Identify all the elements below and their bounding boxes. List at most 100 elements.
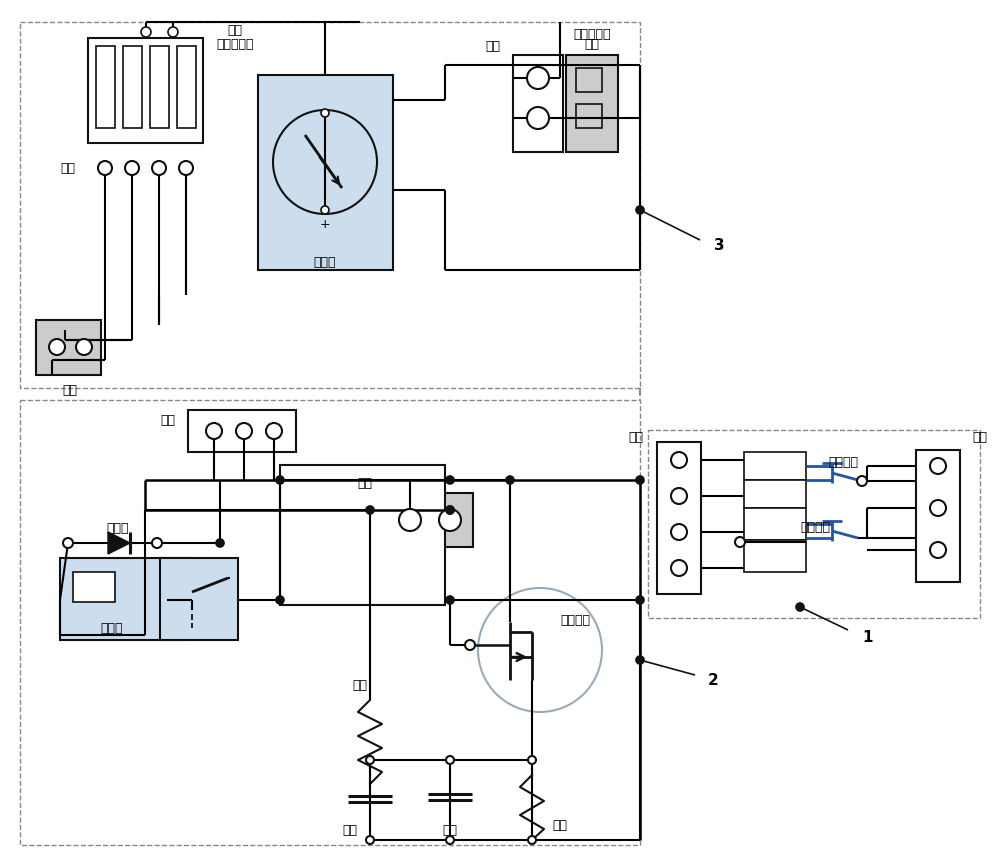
Circle shape bbox=[636, 476, 644, 484]
Circle shape bbox=[321, 206, 329, 214]
Bar bbox=[123, 46, 142, 128]
Circle shape bbox=[206, 423, 222, 439]
Text: 插座: 插座 bbox=[62, 383, 78, 396]
Text: 电雷管: 电雷管 bbox=[314, 255, 336, 268]
Circle shape bbox=[273, 110, 377, 214]
Circle shape bbox=[506, 476, 514, 484]
Text: 二极管: 二极管 bbox=[107, 521, 129, 534]
Circle shape bbox=[179, 161, 193, 175]
Circle shape bbox=[446, 506, 454, 514]
Bar bbox=[188, 410, 296, 452]
Text: 电容: 电容 bbox=[442, 823, 458, 836]
Bar bbox=[576, 68, 602, 92]
Circle shape bbox=[528, 756, 536, 764]
Bar bbox=[150, 46, 169, 128]
Bar bbox=[60, 558, 188, 640]
Text: 线缆: 线缆 bbox=[584, 37, 600, 51]
Circle shape bbox=[671, 560, 687, 576]
Bar bbox=[657, 442, 701, 594]
Circle shape bbox=[671, 452, 687, 468]
Circle shape bbox=[796, 603, 804, 611]
Text: 插座: 插座 bbox=[357, 476, 372, 489]
Bar bbox=[566, 55, 618, 152]
Text: （带插头）: （带插头） bbox=[216, 37, 254, 51]
Circle shape bbox=[446, 836, 454, 844]
Circle shape bbox=[98, 161, 112, 175]
Circle shape bbox=[366, 756, 374, 764]
Text: 插座: 插座 bbox=[160, 413, 175, 426]
Circle shape bbox=[236, 423, 252, 439]
Circle shape bbox=[321, 109, 329, 117]
Text: 电阻: 电阻 bbox=[352, 678, 368, 691]
Text: 2: 2 bbox=[708, 672, 719, 688]
Circle shape bbox=[276, 596, 284, 604]
Circle shape bbox=[366, 506, 374, 514]
Bar bbox=[20, 22, 640, 388]
Circle shape bbox=[930, 542, 946, 558]
Bar bbox=[576, 104, 602, 128]
Circle shape bbox=[125, 161, 139, 175]
Circle shape bbox=[152, 538, 162, 548]
Bar bbox=[20, 400, 640, 845]
Circle shape bbox=[930, 500, 946, 516]
Bar bbox=[88, 38, 203, 143]
Circle shape bbox=[266, 423, 282, 439]
Text: 继电器: 继电器 bbox=[101, 621, 123, 634]
Text: 场效应管: 场效应管 bbox=[560, 614, 590, 627]
Bar bbox=[744, 540, 806, 572]
Polygon shape bbox=[108, 532, 130, 554]
Circle shape bbox=[446, 596, 454, 604]
Circle shape bbox=[857, 476, 867, 486]
Circle shape bbox=[446, 756, 454, 764]
Text: +: + bbox=[320, 217, 330, 230]
Circle shape bbox=[671, 524, 687, 540]
Circle shape bbox=[735, 537, 745, 547]
Text: 微动开关: 微动开关 bbox=[800, 520, 830, 533]
Text: 1: 1 bbox=[862, 629, 872, 645]
Text: 电阻: 电阻 bbox=[552, 818, 568, 831]
Bar bbox=[96, 46, 115, 128]
Bar bbox=[744, 508, 806, 540]
Text: 插座: 插座 bbox=[972, 431, 987, 444]
Bar bbox=[744, 452, 806, 480]
Text: 插座: 插座 bbox=[60, 161, 75, 174]
Bar bbox=[744, 480, 806, 508]
Circle shape bbox=[465, 640, 475, 650]
Bar bbox=[258, 75, 393, 270]
Text: 微动开关: 微动开关 bbox=[828, 456, 858, 469]
Circle shape bbox=[399, 509, 421, 531]
Circle shape bbox=[276, 476, 284, 484]
Bar bbox=[73, 572, 115, 602]
Text: 插座: 插座 bbox=[628, 431, 643, 444]
Bar bbox=[177, 46, 196, 128]
Bar bbox=[648, 430, 980, 618]
Circle shape bbox=[636, 206, 644, 214]
Circle shape bbox=[141, 27, 151, 37]
Circle shape bbox=[446, 506, 454, 514]
Text: 插座: 插座 bbox=[485, 40, 500, 53]
Text: 3: 3 bbox=[714, 237, 725, 253]
Circle shape bbox=[168, 27, 178, 37]
Bar bbox=[385, 493, 473, 547]
Bar bbox=[36, 320, 101, 375]
Circle shape bbox=[366, 836, 374, 844]
Bar bbox=[916, 450, 960, 582]
Circle shape bbox=[439, 509, 461, 531]
Circle shape bbox=[216, 539, 224, 547]
Circle shape bbox=[527, 67, 549, 89]
Circle shape bbox=[63, 538, 73, 548]
Circle shape bbox=[930, 458, 946, 474]
Circle shape bbox=[636, 596, 644, 604]
Circle shape bbox=[49, 339, 65, 355]
Circle shape bbox=[671, 488, 687, 504]
Text: 线缆: 线缆 bbox=[228, 23, 242, 36]
Circle shape bbox=[76, 339, 92, 355]
Bar bbox=[280, 465, 445, 605]
Circle shape bbox=[636, 656, 644, 664]
Circle shape bbox=[152, 161, 166, 175]
Text: （带插头）: （带插头） bbox=[573, 28, 611, 41]
Text: 电容: 电容 bbox=[342, 823, 358, 836]
Bar bbox=[160, 558, 238, 640]
Circle shape bbox=[446, 476, 454, 484]
Bar bbox=[513, 55, 563, 152]
